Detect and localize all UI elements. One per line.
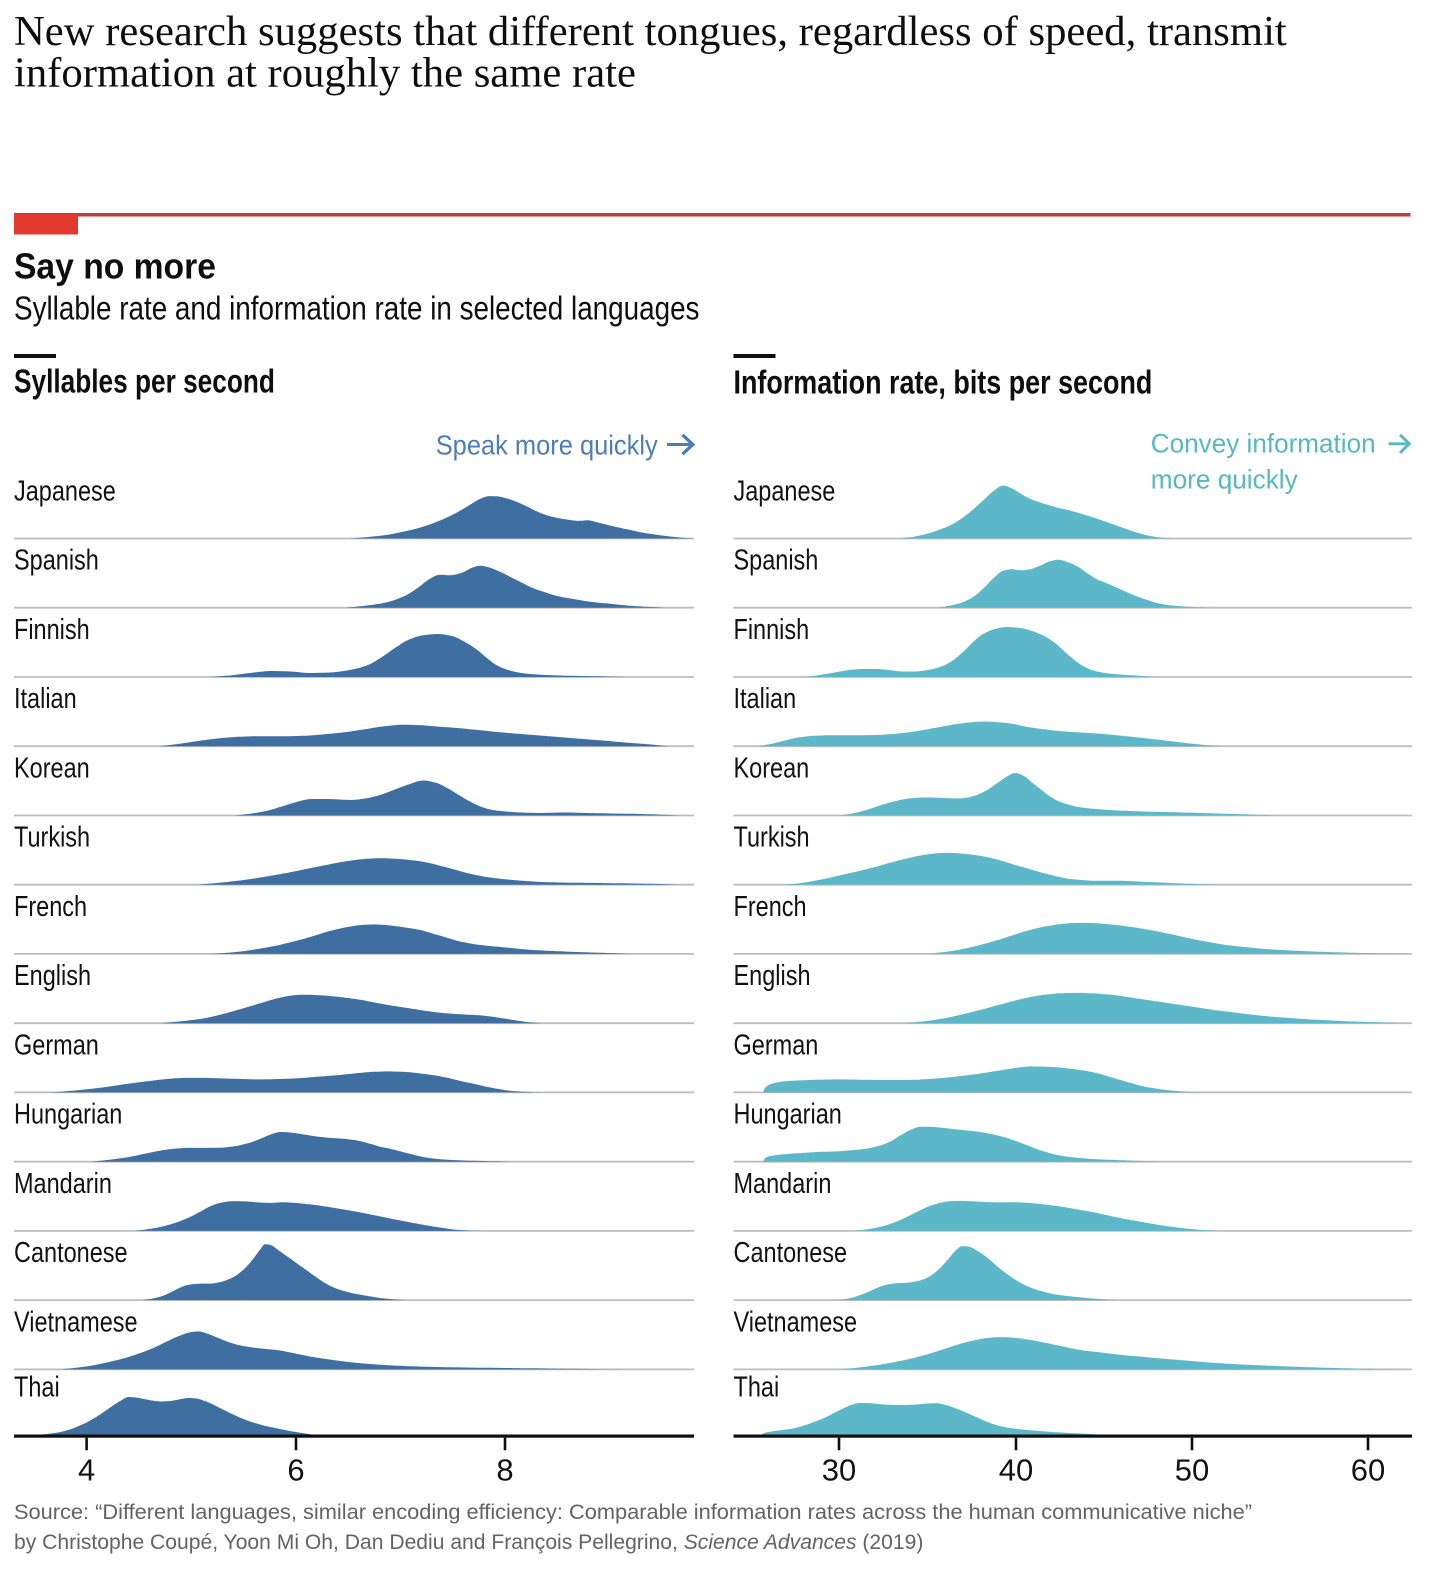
svg-text:Japanese: Japanese <box>14 474 116 507</box>
svg-text:Finnish: Finnish <box>14 613 90 646</box>
svg-text:English: English <box>734 959 811 992</box>
svg-text:Mandarin: Mandarin <box>14 1167 112 1200</box>
svg-text:Turkish: Turkish <box>14 820 90 853</box>
svg-text:4: 4 <box>78 1453 95 1488</box>
svg-text:40: 40 <box>999 1453 1033 1488</box>
svg-text:Mandarin: Mandarin <box>734 1167 832 1200</box>
svg-text:German: German <box>14 1028 99 1061</box>
svg-text:French: French <box>734 890 807 923</box>
svg-text:Syllable rate and information: Syllable rate and information rate in se… <box>14 291 699 328</box>
svg-text:8: 8 <box>496 1453 513 1488</box>
svg-text:German: German <box>734 1028 819 1061</box>
svg-text:Turkish: Turkish <box>734 820 810 853</box>
svg-text:Cantonese: Cantonese <box>734 1236 848 1269</box>
svg-text:Finnish: Finnish <box>734 613 810 646</box>
svg-text:Cantonese: Cantonese <box>14 1236 128 1269</box>
svg-text:Hungarian: Hungarian <box>734 1097 842 1130</box>
svg-text:Speak more quickly: Speak more quickly <box>436 429 659 460</box>
svg-text:Vietnamese: Vietnamese <box>14 1305 138 1338</box>
svg-text:Convey information: Convey information <box>1151 428 1376 458</box>
svg-text:Vietnamese: Vietnamese <box>734 1305 858 1338</box>
svg-text:Say no more: Say no more <box>14 247 216 287</box>
svg-text:6: 6 <box>287 1453 304 1488</box>
svg-text:Thai: Thai <box>734 1370 780 1403</box>
svg-text:Spanish: Spanish <box>14 543 99 576</box>
svg-text:30: 30 <box>822 1453 856 1488</box>
svg-text:New research suggests that dif: New research suggests that different ton… <box>14 8 1287 55</box>
svg-text:60: 60 <box>1351 1453 1385 1488</box>
svg-text:Spanish: Spanish <box>734 543 819 576</box>
svg-text:Source: “Different languages,: Source: “Different languages, similar en… <box>14 1500 1252 1524</box>
svg-text:Italian: Italian <box>14 682 77 715</box>
svg-text:English: English <box>14 959 91 992</box>
svg-text:Korean: Korean <box>14 751 90 784</box>
svg-text:Korean: Korean <box>734 751 810 784</box>
svg-text:Hungarian: Hungarian <box>14 1097 122 1130</box>
svg-text:50: 50 <box>1175 1453 1209 1488</box>
svg-text:Syllables per second: Syllables per second <box>14 364 275 401</box>
svg-text:more quickly: more quickly <box>1151 464 1299 494</box>
svg-text:Thai: Thai <box>14 1370 60 1403</box>
svg-text:French: French <box>14 890 87 923</box>
svg-text:Italian: Italian <box>734 682 797 715</box>
svg-text:Information rate, bits per sec: Information rate, bits per second <box>734 365 1153 401</box>
svg-text:information at roughly the sam: information at roughly the same rate <box>14 50 636 97</box>
svg-text:by Christophe Coupé, Yoon Mi O: by Christophe Coupé, Yoon Mi Oh, Dan Ded… <box>14 1531 923 1554</box>
svg-text:Japanese: Japanese <box>734 474 836 507</box>
